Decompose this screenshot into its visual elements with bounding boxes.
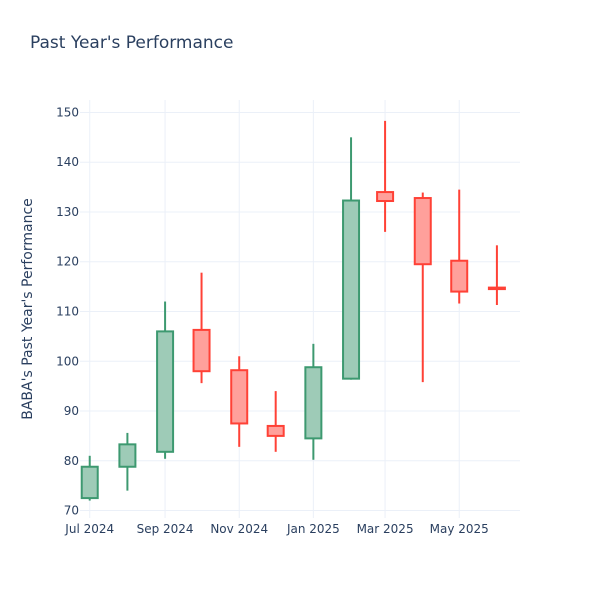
y-tick-label: 120: [56, 255, 79, 269]
y-tick-label: 100: [56, 354, 79, 368]
candle-increasing: [156, 301, 175, 459]
y-tick-label: 140: [56, 155, 79, 169]
x-tick-labels: Jul 2024 Sep 2024 Nov 2024 Jan 2025 Mar 2025…: [64, 522, 489, 536]
candle-body: [487, 286, 506, 291]
x-tick-label: Jan 2025: [286, 522, 340, 536]
y-tick-label: 130: [56, 205, 79, 219]
candle-decreasing: [230, 356, 249, 447]
candle-body: [118, 443, 137, 468]
candle-body: [450, 259, 469, 293]
candle-decreasing: [192, 272, 211, 384]
y-tick-label: 80: [64, 454, 79, 468]
chart-title: Past Year's Performance: [30, 33, 234, 53]
y-tick-labels: 70 80 90 100 110 120 130 140 150: [56, 105, 79, 517]
y-tick-label: 150: [56, 105, 79, 119]
candle-increasing: [304, 343, 323, 460]
candle-decreasing: [450, 189, 469, 304]
candle-body: [266, 424, 285, 437]
y-axis-title: BABA's Past Year's Performance: [20, 198, 36, 420]
y-tick-label: 90: [64, 404, 79, 418]
y-tick-label: 70: [64, 504, 79, 518]
x-tick-label: Jul 2024: [64, 522, 114, 536]
x-tick-label: May 2025: [430, 522, 489, 536]
x-tick-label: Nov 2024: [210, 522, 268, 536]
x-tick-label: Mar 2025: [357, 522, 414, 536]
candles: [80, 120, 506, 501]
candle-body: [376, 191, 395, 203]
y-gridlines: [80, 111, 520, 512]
candle-body: [342, 199, 361, 380]
candle-body: [156, 330, 175, 453]
candle-body: [192, 328, 211, 373]
candle-decreasing: [266, 391, 285, 452]
candle-decreasing: [376, 120, 395, 232]
candle-decreasing: [413, 192, 432, 383]
candle-increasing: [342, 137, 361, 380]
x-tick-label: Sep 2024: [137, 522, 194, 536]
y-tick-label: 110: [56, 304, 79, 318]
candle-body: [304, 366, 323, 440]
candle-body: [413, 197, 432, 266]
candle-body: [230, 369, 249, 425]
candle-increasing: [80, 455, 99, 501]
candle-decreasing: [487, 245, 506, 306]
candle-body: [80, 465, 99, 500]
candle-increasing: [118, 432, 137, 491]
